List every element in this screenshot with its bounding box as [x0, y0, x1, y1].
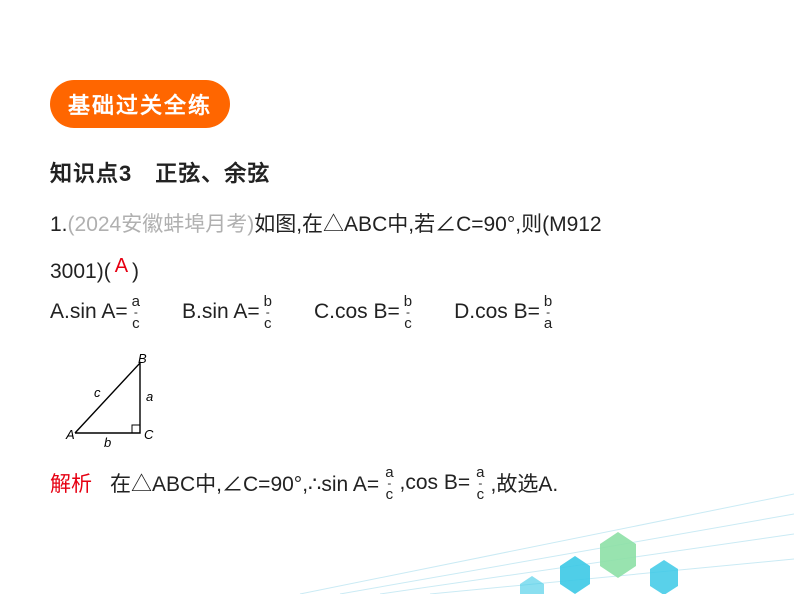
side-b: b: [104, 435, 111, 448]
question-body-2-pre: 3001)(: [50, 260, 111, 283]
options-row: A.sin A= a - c B.sin A= b - c C.cos B= b…: [50, 294, 744, 331]
frac-den: c: [477, 487, 485, 502]
option-a-label: A.sin A=: [50, 300, 128, 324]
frac-den: c: [130, 316, 142, 331]
vertex-b: B: [138, 353, 147, 366]
solution-fraction-1: a - c: [385, 465, 393, 502]
vertex-a: A: [65, 427, 75, 442]
frac-den: c: [386, 487, 394, 502]
frac-den: a: [542, 316, 554, 331]
option-d: D.cos B= b - a: [454, 294, 556, 331]
frac-den: c: [402, 316, 414, 331]
option-b: B.sin A= b - c: [182, 294, 276, 331]
option-c-label: C.cos B=: [314, 300, 400, 324]
answer-letter: A: [111, 255, 132, 277]
vertex-c: C: [144, 427, 154, 442]
question-body-2-post: ): [132, 260, 139, 283]
question-number: 1.: [50, 213, 68, 236]
solution-fraction-2: a - c: [476, 465, 484, 502]
option-c: C.cos B= b - c: [314, 294, 416, 331]
solution-text-1: 在△ABC中,∠C=90°,∴sin A=: [110, 468, 379, 498]
knowledge-point-title: 知识点3 正弦、余弦: [50, 156, 744, 188]
solution-label: 解析: [50, 468, 92, 498]
option-a: A.sin A= a - c: [50, 294, 144, 331]
option-a-fraction: a - c: [130, 294, 142, 331]
solution-text-2: ,cos B=: [400, 471, 471, 495]
side-a: a: [146, 389, 153, 404]
option-b-fraction: b - c: [262, 294, 274, 331]
solution-line: 解析 在△ABC中,∠C=90°,∴sin A= a - c ,cos B= a…: [50, 465, 744, 502]
side-c: c: [94, 385, 101, 400]
question-line-2: 3001)(A): [50, 260, 744, 284]
frac-den: c: [262, 316, 274, 331]
option-c-fraction: b - c: [402, 294, 414, 331]
question-line-1: 1.(2024安徽蚌埠月考)如图,在△ABC中,若∠C=90°,则(M912: [50, 208, 744, 242]
option-d-fraction: b - a: [542, 294, 554, 331]
section-badge: 基础过关全练: [50, 80, 230, 128]
slide-content: 基础过关全练 知识点3 正弦、余弦 1.(2024安徽蚌埠月考)如图,在△ABC…: [0, 0, 794, 502]
question-source: (2024安徽蚌埠月考): [68, 213, 255, 236]
question-body-1: 如图,在△ABC中,若∠C=90°,则(M912: [254, 213, 601, 236]
triangle-diagram: A B C a b c: [60, 353, 180, 448]
option-d-label: D.cos B=: [454, 300, 540, 324]
solution-text-3: ,故选A.: [491, 468, 559, 498]
option-b-label: B.sin A=: [182, 300, 260, 324]
